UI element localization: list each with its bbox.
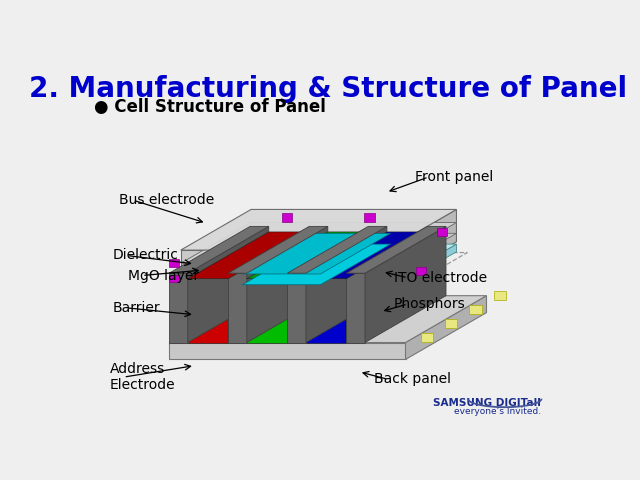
Text: MgO layer: MgO layer: [128, 268, 199, 283]
Text: Barrier: Barrier: [113, 301, 160, 315]
Polygon shape: [282, 213, 292, 222]
Polygon shape: [188, 227, 269, 343]
Polygon shape: [445, 319, 458, 327]
Polygon shape: [386, 233, 456, 281]
Text: everyone’s Invited.: everyone’s Invited.: [454, 408, 541, 416]
Polygon shape: [188, 279, 228, 343]
Polygon shape: [243, 244, 391, 285]
Polygon shape: [247, 232, 368, 279]
Polygon shape: [228, 227, 328, 273]
Text: SAMSUNG DIGITall: SAMSUNG DIGITall: [433, 397, 541, 408]
Polygon shape: [180, 250, 386, 282]
Polygon shape: [346, 227, 446, 273]
Polygon shape: [228, 273, 247, 343]
Polygon shape: [365, 227, 446, 343]
Polygon shape: [416, 267, 426, 275]
Polygon shape: [386, 209, 456, 282]
Polygon shape: [420, 333, 433, 342]
Text: 2. Manufacturing & Structure of Panel: 2. Manufacturing & Structure of Panel: [29, 74, 627, 103]
Polygon shape: [228, 232, 309, 343]
Polygon shape: [243, 233, 391, 274]
Polygon shape: [169, 296, 486, 343]
Text: Back panel: Back panel: [374, 372, 451, 386]
Polygon shape: [180, 274, 386, 281]
Polygon shape: [306, 227, 387, 343]
Polygon shape: [180, 244, 456, 285]
Polygon shape: [469, 305, 482, 313]
Polygon shape: [346, 273, 365, 343]
Polygon shape: [386, 223, 456, 272]
Text: ● Cell Structure of Panel: ● Cell Structure of Panel: [94, 97, 326, 116]
Text: Bus electrode: Bus electrode: [119, 193, 214, 207]
Polygon shape: [493, 291, 506, 300]
Polygon shape: [287, 227, 387, 273]
Polygon shape: [306, 296, 428, 343]
Polygon shape: [437, 228, 447, 236]
Polygon shape: [180, 209, 456, 250]
Polygon shape: [180, 285, 386, 292]
Polygon shape: [169, 343, 406, 360]
Text: Address
Electrode: Address Electrode: [109, 362, 175, 392]
Polygon shape: [321, 233, 391, 281]
Text: ITO electrode: ITO electrode: [394, 271, 487, 285]
Text: Phosphors: Phosphors: [394, 297, 466, 311]
Polygon shape: [287, 232, 368, 343]
Polygon shape: [406, 296, 486, 360]
Polygon shape: [169, 273, 188, 343]
Text: Front panel: Front panel: [415, 170, 493, 184]
Polygon shape: [180, 263, 386, 272]
Polygon shape: [364, 213, 374, 222]
Polygon shape: [180, 233, 456, 274]
Polygon shape: [169, 259, 179, 267]
Polygon shape: [243, 274, 321, 281]
Polygon shape: [386, 244, 456, 292]
Polygon shape: [247, 279, 287, 343]
Polygon shape: [346, 232, 428, 343]
Polygon shape: [306, 232, 428, 279]
Polygon shape: [247, 227, 328, 343]
Polygon shape: [169, 227, 269, 273]
Polygon shape: [287, 273, 306, 343]
Polygon shape: [247, 296, 368, 343]
Polygon shape: [321, 244, 391, 292]
Polygon shape: [169, 275, 179, 282]
Polygon shape: [306, 279, 346, 343]
Polygon shape: [188, 232, 309, 279]
Text: Dielectric: Dielectric: [113, 249, 179, 263]
Polygon shape: [188, 296, 309, 343]
Polygon shape: [180, 223, 456, 263]
Polygon shape: [243, 285, 321, 292]
